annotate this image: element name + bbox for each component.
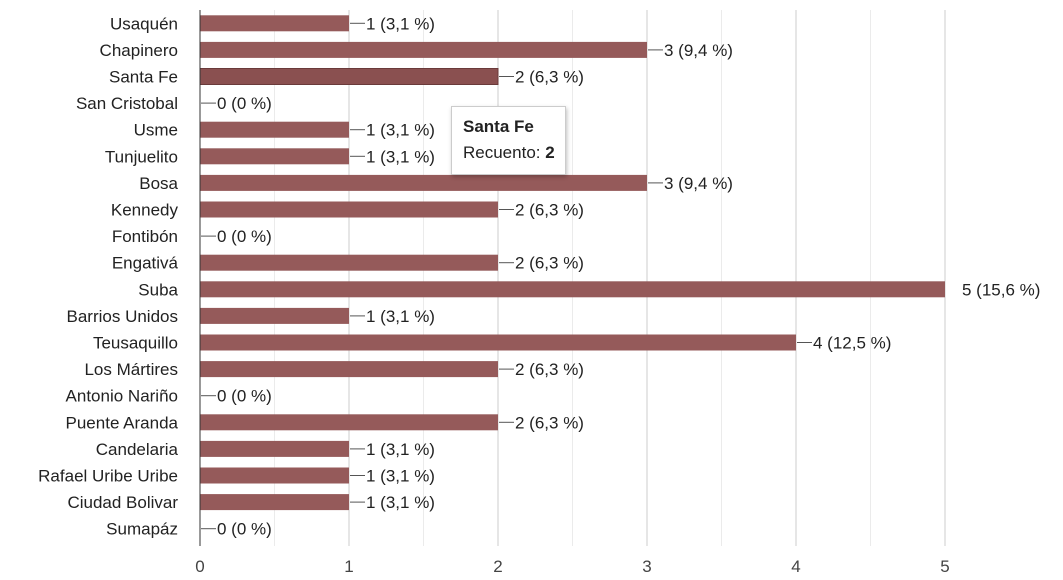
bar: [200, 15, 349, 32]
bar: [200, 121, 349, 138]
value-label: 0 (0 %): [217, 94, 272, 113]
value-label: 0 (0 %): [217, 387, 272, 406]
value-label: 0 (0 %): [217, 520, 272, 539]
bar: [200, 41, 647, 58]
value-label: 1 (3,1 %): [366, 307, 435, 326]
bar: [200, 307, 349, 324]
x-tick-label: 2: [493, 557, 502, 575]
bar: [200, 254, 498, 271]
value-label: 2 (6,3 %): [515, 254, 584, 273]
bar: [200, 361, 498, 378]
category-label: Puente Aranda: [66, 413, 179, 432]
category-label: Ciudad Bolivar: [67, 493, 178, 512]
value-label: 2 (6,3 %): [515, 68, 584, 87]
bar: [200, 334, 796, 351]
tooltip: Santa Fe Recuento: 2: [451, 106, 566, 175]
category-label: Usme: [134, 121, 178, 140]
category-label: Santa Fe: [109, 68, 178, 87]
x-tick-label: 1: [344, 557, 353, 575]
value-label: 2 (6,3 %): [515, 201, 584, 220]
bar: [200, 174, 647, 191]
bar: [200, 148, 349, 165]
bar: [200, 281, 945, 298]
bar: [200, 440, 349, 457]
category-label: Usaquén: [110, 14, 178, 33]
value-label: 5 (15,6 %): [962, 280, 1040, 299]
category-label: Antonio Nariño: [66, 387, 178, 406]
x-tick-label: 3: [642, 557, 651, 575]
x-tick-label: 0: [195, 557, 204, 575]
category-label: Barrios Unidos: [67, 307, 179, 326]
value-label: 1 (3,1 %): [366, 121, 435, 140]
x-tick-label: 5: [940, 557, 949, 575]
category-label: Bosa: [139, 174, 178, 193]
tooltip-label: Recuento:: [463, 143, 541, 162]
value-label: 1 (3,1 %): [366, 440, 435, 459]
value-label: 1 (3,1 %): [366, 14, 435, 33]
category-label: Los Mártires: [84, 360, 178, 379]
category-label: Engativá: [112, 254, 179, 273]
value-label: 2 (6,3 %): [515, 360, 584, 379]
category-label: Rafael Uribe Uribe: [38, 467, 178, 486]
bar: [200, 467, 349, 484]
bar: [200, 494, 349, 511]
bar: [200, 201, 498, 218]
category-label: Sumapáz: [106, 520, 178, 539]
category-label: San Cristobal: [76, 94, 178, 113]
category-label: Tunjuelito: [105, 147, 178, 166]
tooltip-body: Recuento: 2: [463, 140, 555, 166]
value-label: 2 (6,3 %): [515, 413, 584, 432]
x-tick-label: 4: [791, 557, 800, 575]
bar: [200, 414, 498, 431]
value-label: 1 (3,1 %): [366, 493, 435, 512]
category-label: Kennedy: [111, 201, 179, 220]
category-label: Suba: [138, 280, 178, 299]
value-label: 1 (3,1 %): [366, 467, 435, 486]
value-label: 0 (0 %): [217, 227, 272, 246]
value-label: 3 (9,4 %): [664, 41, 733, 60]
value-label: 4 (12,5 %): [813, 334, 891, 353]
value-label: 3 (9,4 %): [664, 174, 733, 193]
value-label: 1 (3,1 %): [366, 147, 435, 166]
category-label: Teusaquillo: [93, 334, 178, 353]
category-label: Chapinero: [100, 41, 178, 60]
tooltip-title: Santa Fe: [463, 117, 534, 136]
category-label: Fontibón: [112, 227, 178, 246]
bar: [199, 68, 499, 85]
tooltip-value: 2: [545, 143, 555, 162]
category-label: Candelaria: [96, 440, 179, 459]
